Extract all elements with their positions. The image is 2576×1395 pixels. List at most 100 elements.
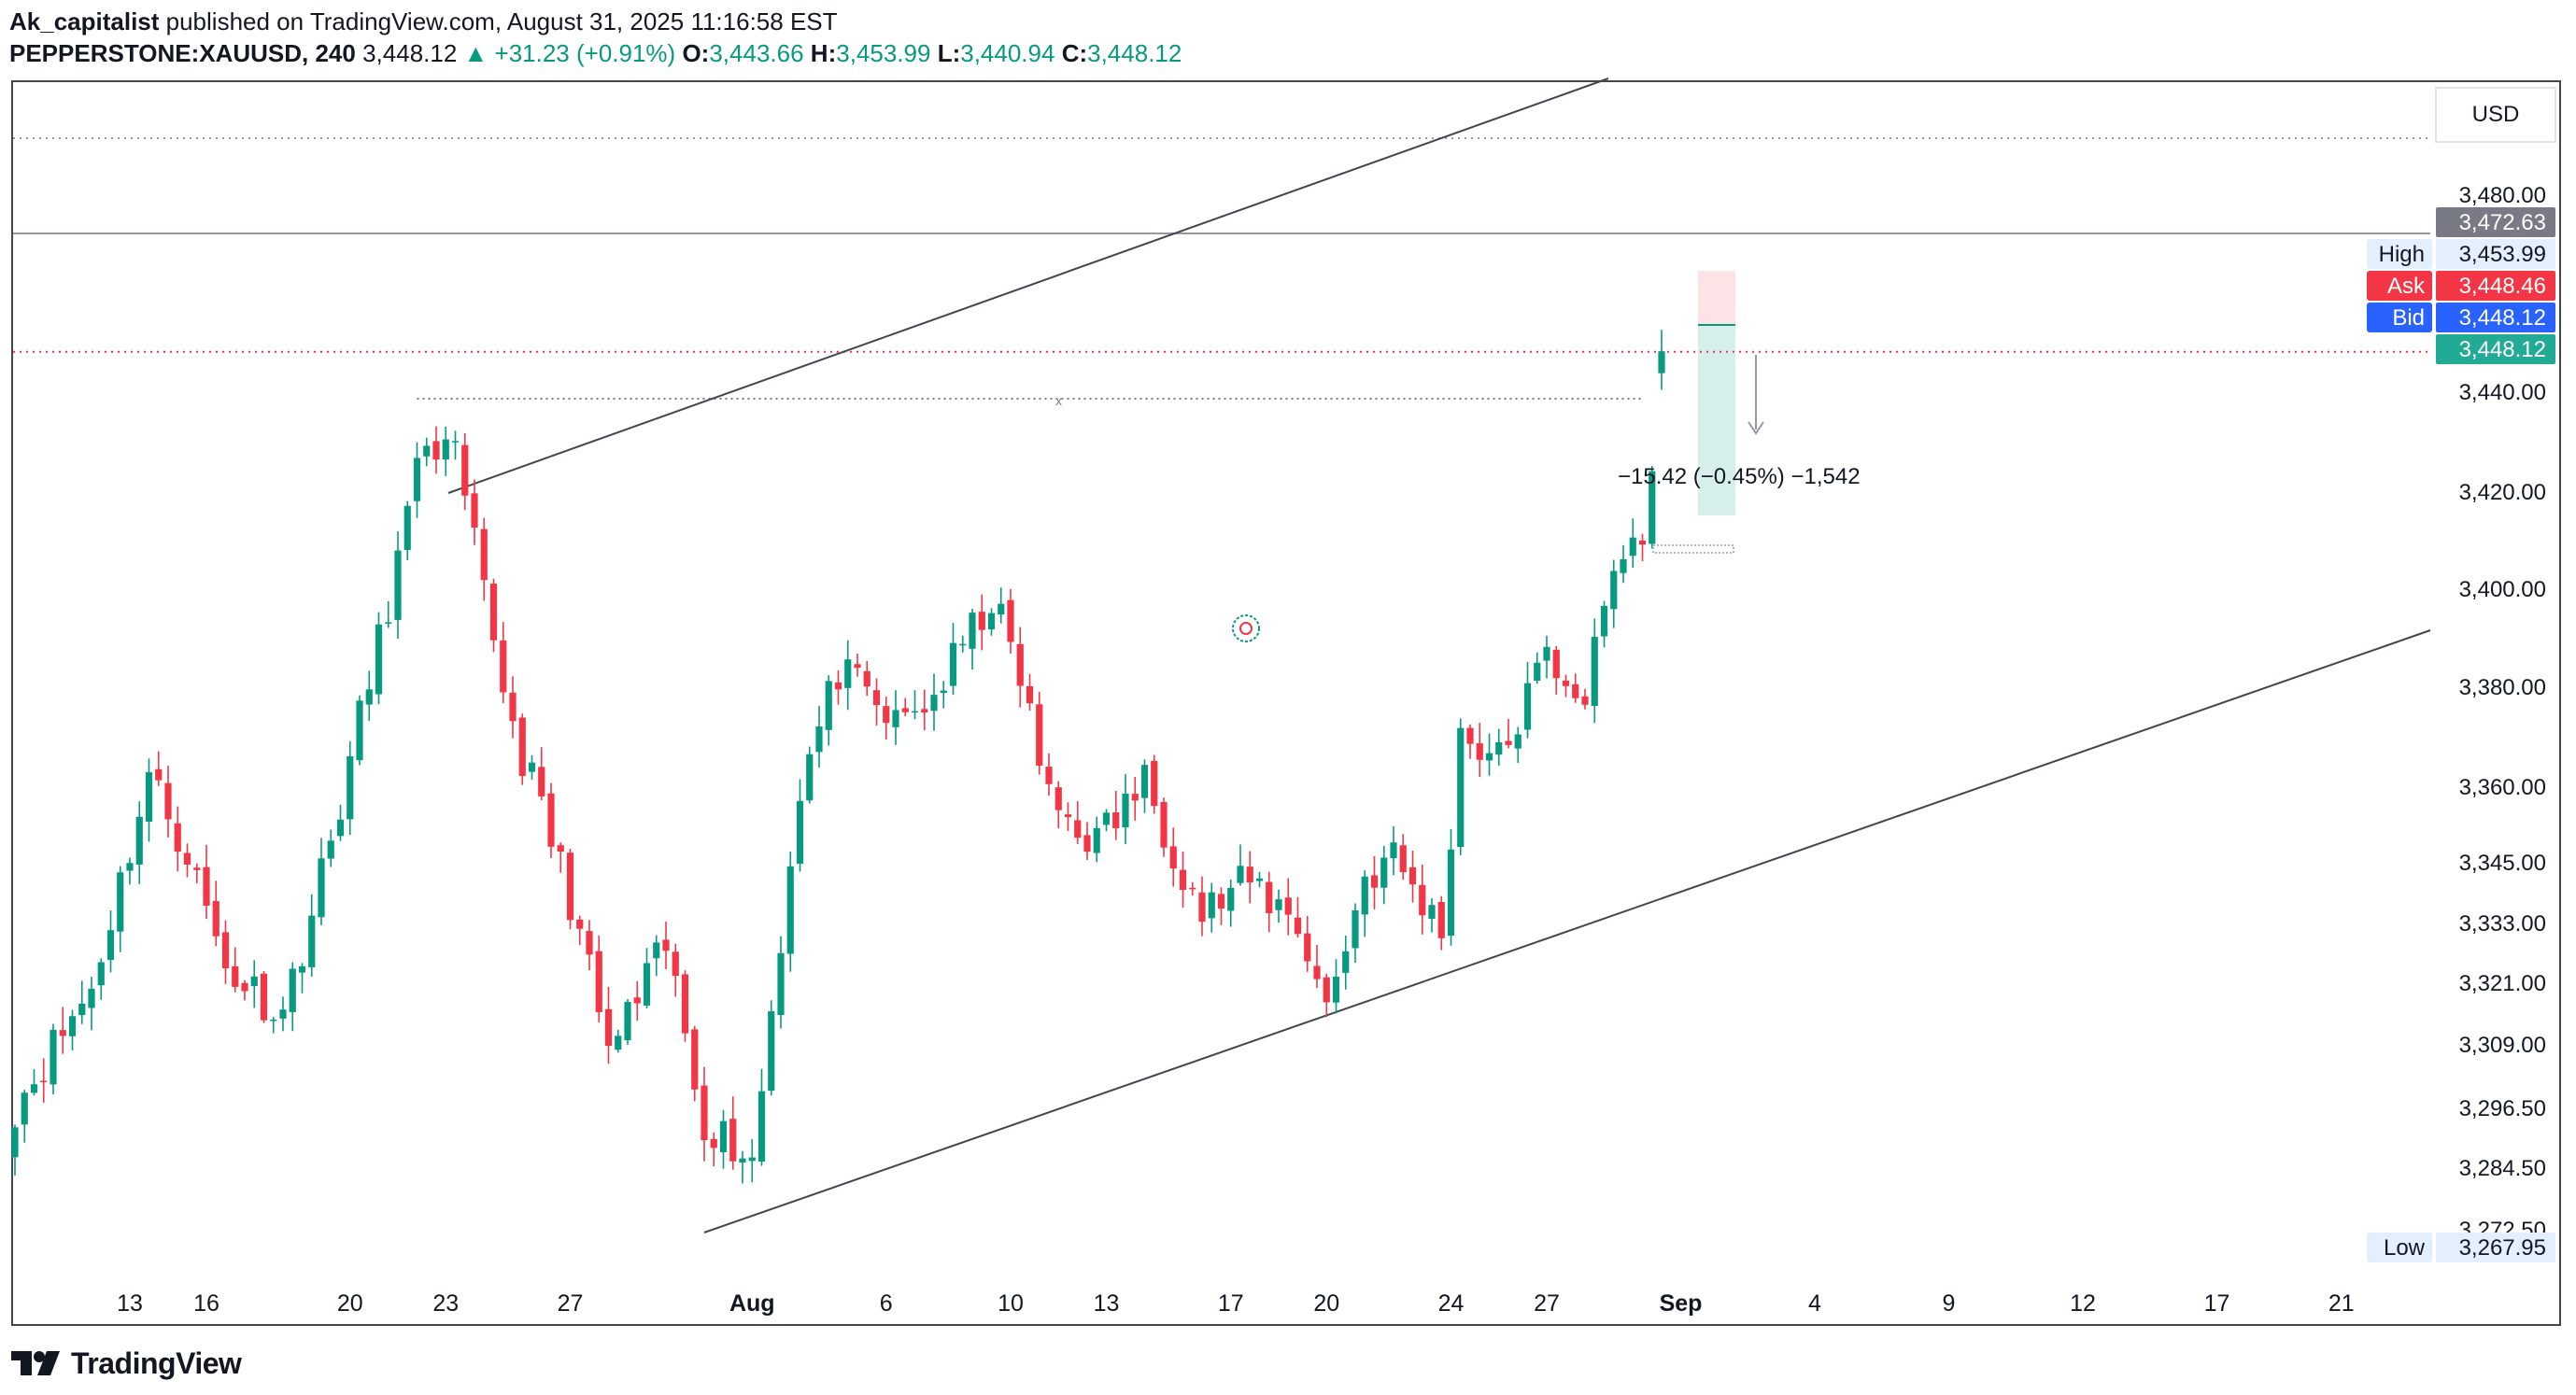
candle-body: [719, 1120, 728, 1152]
symbol-name[interactable]: PEPPERSTONE:XAUUSD, 240: [9, 39, 356, 67]
candle-body: [442, 439, 449, 460]
candle-body: [155, 768, 163, 781]
candle-body: [356, 700, 363, 761]
candle-body: [930, 695, 938, 712]
candle-body: [604, 1008, 613, 1047]
price-tick-label: 3,420.00: [2459, 480, 2546, 505]
candle-body: [786, 866, 794, 954]
candle-body: [825, 681, 832, 730]
candle-body: [892, 710, 899, 727]
symbol-info: PEPPERSTONE:XAUUSD, 240 3,448.12 ▲ +31.2…: [9, 39, 1182, 68]
candle-body: [203, 867, 210, 906]
candle-body: [21, 1092, 28, 1125]
price-label-box: [2436, 1233, 2555, 1262]
down-arrow-icon: [1748, 355, 1764, 435]
candle-body: [1419, 884, 1426, 916]
candle-body: [1342, 951, 1350, 973]
time-tick-label: 4: [1808, 1290, 1821, 1317]
drawing-layer: x: [13, 78, 2431, 1233]
candle-body: [748, 1157, 756, 1162]
candle-body: [78, 1003, 86, 1016]
candle-body: [643, 963, 651, 1006]
price-tick-label: 3,296.50: [2459, 1096, 2546, 1121]
candle-body: [547, 793, 555, 847]
candle-body: [1658, 351, 1665, 373]
candle-body: [633, 997, 641, 1004]
candle-body: [11, 1127, 19, 1158]
candle-body: [1227, 887, 1235, 911]
candle-body: [1638, 540, 1647, 545]
time-tick-label: 20: [337, 1290, 363, 1317]
candle-body: [854, 664, 861, 669]
candle-body: [500, 640, 507, 693]
candle-body: [1036, 704, 1043, 767]
last-price: 3,448.12: [362, 39, 458, 67]
candle-body: [1352, 909, 1359, 949]
high-label: H:: [810, 39, 837, 67]
candle-body: [1649, 471, 1656, 544]
candle-body: [806, 754, 814, 801]
candle-body: [1255, 878, 1264, 881]
candle-body: [681, 974, 689, 1034]
candle-body: [701, 1085, 708, 1141]
lower-trendline[interactable]: [703, 629, 2431, 1233]
price-tick-label: 3,345.00: [2459, 851, 2546, 876]
candle-body: [336, 819, 345, 837]
candle-body: [1045, 767, 1053, 784]
low-value: 3,440.94: [960, 39, 1055, 67]
candle-body: [1572, 683, 1579, 698]
candle-body: [978, 612, 985, 630]
author-name[interactable]: Ak_capitalist: [9, 7, 160, 35]
measure-box[interactable]: [1652, 544, 1734, 554]
candle-body: [432, 441, 440, 460]
time-axis[interactable]: 13 16 20 23 27 Aug 6 10 13 17 20 24 27 Sep 4 9 12 17 21: [117, 1290, 2355, 1317]
candle-body: [1390, 842, 1397, 859]
time-tick-label: Sep: [1660, 1290, 1703, 1317]
candle-body: [1370, 875, 1379, 888]
candle-body: [347, 755, 354, 820]
time-tick-label: 17: [1218, 1290, 1244, 1317]
take-profit-zone[interactable]: [1698, 325, 1735, 515]
candle-body: [1313, 965, 1321, 979]
candle-body: [653, 942, 660, 959]
currency-button[interactable]: [2435, 87, 2556, 143]
stop-loss-zone[interactable]: [1698, 271, 1735, 325]
candle-body: [68, 1016, 77, 1036]
tradingview-logo[interactable]: TradingView: [9, 1345, 242, 1382]
candle-body: [1074, 820, 1082, 838]
candle-body: [1543, 646, 1550, 661]
candle-body: [451, 441, 460, 443]
price-axis[interactable]: USD 3,480.00 3,440.00 3,420.00 3,400.00 3,38…: [2367, 82, 2559, 1324]
candle-body: [1016, 643, 1024, 686]
price-tick-label: 3,284.50: [2459, 1156, 2546, 1181]
candle-body: [1361, 876, 1368, 915]
candle-body: [969, 613, 976, 649]
candle-body: [471, 493, 478, 528]
watermark-seal-icon: [1232, 614, 1260, 642]
candle-body: [270, 1019, 277, 1022]
price-tick-label: 3,380.00: [2459, 675, 2546, 700]
candle-body: [1332, 976, 1340, 1003]
candle-body: [998, 603, 1005, 615]
high-value: 3,453.99: [836, 39, 931, 67]
candle-body: [1505, 740, 1512, 745]
candle-body: [672, 951, 679, 977]
time-tick-label: 24: [1438, 1290, 1465, 1317]
candle-body: [1112, 811, 1120, 829]
candle-body: [164, 782, 172, 820]
candle-body: [615, 1036, 622, 1050]
upper-trendline[interactable]: [447, 78, 1609, 494]
price-label-value: 3,448.12: [2459, 337, 2546, 362]
candle-body: [1198, 892, 1206, 923]
chart-frame: [11, 80, 2561, 1326]
candle-body: [59, 1030, 66, 1036]
price-label-tag: High: [2379, 242, 2425, 267]
measure-label: −15.42 (−0.45%) −1,542: [1618, 464, 1861, 489]
candle-body: [145, 772, 153, 822]
candle-body: [1083, 835, 1091, 852]
candle-body: [174, 823, 181, 852]
candles-layer: [11, 330, 1665, 1184]
tradingview-logo-icon: [11, 1351, 60, 1375]
candle-body: [509, 692, 517, 722]
